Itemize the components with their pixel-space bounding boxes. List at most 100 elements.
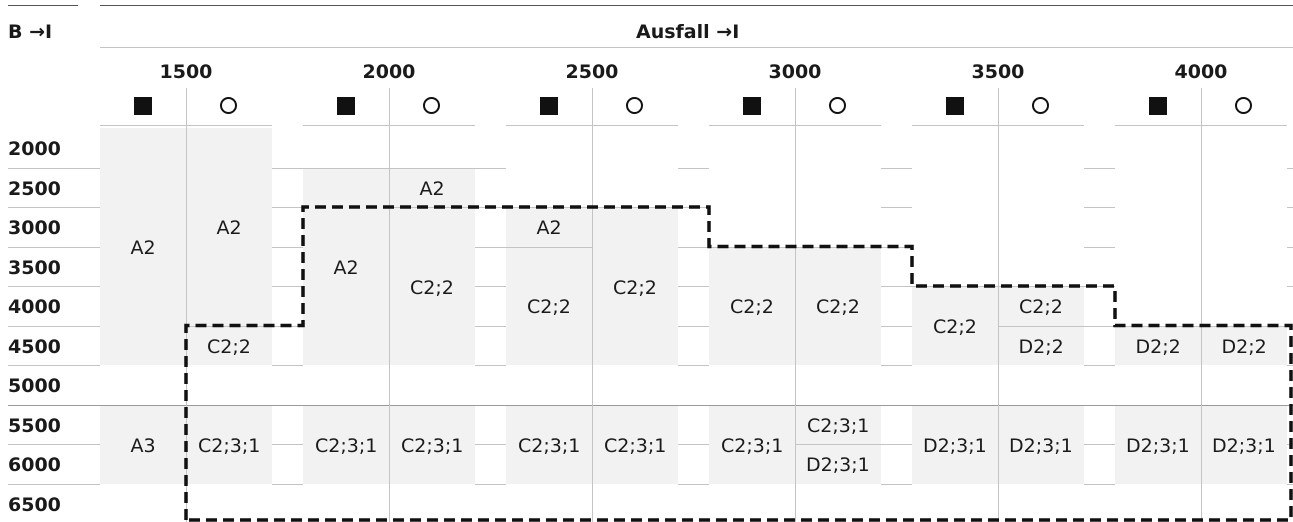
table-cell — [795, 246, 881, 365]
cell-label: A2 — [216, 217, 242, 240]
cell-label: A3 — [130, 434, 156, 457]
cell-label: C2;2 — [933, 316, 977, 338]
column-divider — [1201, 88, 1202, 522]
row-separator — [1084, 365, 1115, 366]
column-divider — [389, 88, 390, 522]
row-separator — [272, 167, 303, 169]
table-cell — [389, 404, 475, 484]
cell-label: C2;3;1 — [198, 434, 261, 457]
header-rule — [100, 47, 1293, 48]
section-divider — [8, 404, 1293, 406]
row-separator — [881, 444, 912, 445]
row-separator — [881, 325, 912, 327]
row-separator-left — [8, 444, 100, 445]
row-separator — [881, 365, 912, 366]
cell-divider — [506, 207, 592, 208]
open-circle-icon — [220, 97, 237, 114]
open-circle-icon — [1235, 97, 1252, 114]
row-separator — [1287, 365, 1293, 366]
row-label: 4500 — [8, 335, 61, 358]
row-separator — [881, 167, 912, 169]
row-separator — [678, 167, 709, 169]
column-header: 3000 — [768, 60, 822, 83]
row-separator — [272, 444, 303, 445]
table-cell — [506, 246, 592, 365]
row-separator — [475, 444, 506, 445]
row-separator — [1084, 483, 1115, 485]
row-separator — [272, 207, 303, 208]
row-separator — [881, 483, 912, 485]
table-cell — [100, 404, 186, 484]
open-circle-icon — [423, 97, 440, 114]
cell-divider — [389, 167, 475, 169]
row-separator — [475, 246, 506, 248]
row-separator-left — [8, 286, 100, 287]
cell-label: D2;2 — [1018, 335, 1064, 358]
row-separator — [1287, 207, 1293, 208]
row-separator — [272, 286, 303, 287]
row-separator — [1084, 286, 1115, 287]
column-header: 1500 — [159, 60, 213, 83]
row-separator — [475, 286, 506, 287]
top-rule-corner — [8, 5, 78, 6]
filled-square-icon — [540, 97, 558, 115]
filled-square-icon — [743, 97, 761, 115]
table-cell — [186, 325, 272, 365]
column-header: 4000 — [1174, 60, 1228, 83]
cell-label: D2;3;1 — [1009, 434, 1073, 457]
row-separator — [1287, 286, 1293, 287]
table-cell — [709, 246, 795, 365]
cell-divider — [998, 325, 1084, 327]
cell-label: C2;3;1 — [518, 434, 581, 457]
table-cell — [186, 404, 272, 484]
table-cell — [592, 404, 678, 484]
table-cell — [709, 404, 795, 484]
cell-label: C2;2 — [1019, 296, 1063, 319]
cell-label: C2;2 — [613, 276, 657, 299]
cell-label: D2;3;1 — [923, 434, 987, 457]
row-separator-left — [8, 483, 100, 485]
cell-label: A2 — [419, 177, 445, 200]
row-separator — [881, 207, 912, 208]
table-cell — [1201, 325, 1287, 365]
cell-label: C2;2 — [730, 296, 774, 319]
table-cell — [389, 207, 475, 365]
cell-divider — [795, 444, 881, 445]
cell-label: A2 — [333, 256, 359, 279]
row-label: 3500 — [8, 256, 61, 279]
table-cell — [506, 207, 592, 247]
row-separator-left — [8, 167, 100, 169]
row-separator — [1084, 444, 1115, 445]
cell-label: D2;2 — [1135, 335, 1181, 358]
cell-label: D2;3;1 — [1126, 434, 1190, 457]
table-cell — [389, 167, 475, 207]
subheader-rule — [100, 125, 272, 126]
row-label: 6500 — [8, 493, 61, 516]
row-separator — [678, 444, 709, 445]
row-separator — [1287, 246, 1293, 248]
cell-label: D2;2 — [1221, 335, 1267, 358]
row-separator — [272, 365, 303, 366]
cell-divider — [506, 246, 592, 248]
row-separator — [678, 246, 709, 248]
row-separator — [1084, 246, 1115, 248]
row-label: 2000 — [8, 138, 61, 161]
cell-label: D2;3;1 — [806, 454, 870, 477]
subheader-rule — [506, 125, 678, 126]
corner-label: B →I — [8, 21, 53, 43]
row-label: 3000 — [8, 217, 61, 240]
row-separator — [475, 167, 506, 169]
table-cell — [998, 325, 1084, 365]
table-cell — [912, 404, 998, 484]
subheader-rule — [303, 125, 475, 126]
cell-label: C2;3;1 — [721, 434, 784, 457]
cell-label: D2;3;1 — [1212, 434, 1276, 457]
column-divider — [186, 88, 187, 522]
row-separator — [678, 286, 709, 287]
row-separator — [1084, 207, 1115, 208]
row-separator — [678, 483, 709, 485]
open-circle-icon — [626, 97, 643, 114]
row-label: 4000 — [8, 296, 61, 319]
row-separator — [881, 286, 912, 287]
table-cell — [998, 404, 1084, 484]
